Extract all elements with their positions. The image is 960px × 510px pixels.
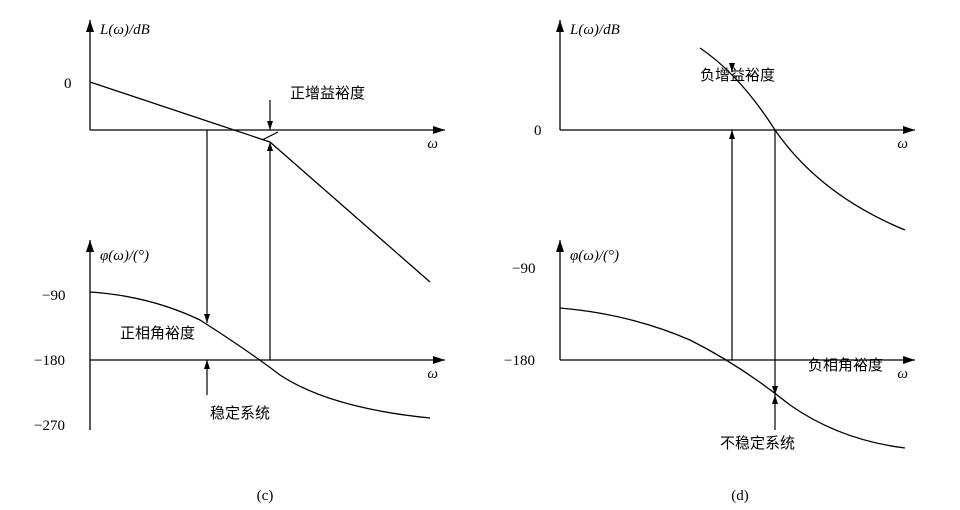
arrowhead xyxy=(772,395,778,404)
mag-tick: 0 xyxy=(64,76,72,92)
arrowhead xyxy=(729,130,735,139)
phase-tick: −180 xyxy=(34,353,65,369)
caption-c: (c) xyxy=(257,488,274,504)
phase-margin-label-c: 正相角裕度 xyxy=(120,325,195,342)
arrowhead xyxy=(556,20,564,32)
arrowhead xyxy=(903,356,915,364)
system-label-d: 不稳定系统 xyxy=(720,435,795,452)
system-label-c: 稳定系统 xyxy=(210,405,270,422)
phase-curve-c xyxy=(90,292,430,418)
phase-margin-label-d: 负相角裕度 xyxy=(808,357,883,374)
bode-diagram-pair: ω L(ω)/dB 0 正增益裕度 ω φ(ω)/(°) −90 −180 −270 正相角裕度稳… xyxy=(0,0,960,510)
caption-d: (d) xyxy=(731,488,749,504)
phase-tick: −270 xyxy=(34,418,65,434)
phase-d-x-label: ω xyxy=(897,366,908,382)
arrowhead xyxy=(433,356,445,364)
arrowhead xyxy=(86,240,94,252)
arrowhead xyxy=(903,126,915,134)
mag-tick: 0 xyxy=(534,123,542,139)
gain-margin-label-d: 负增益裕度 xyxy=(700,67,775,84)
arrowhead xyxy=(204,314,210,323)
mag-curve-c xyxy=(90,82,270,142)
phase-d-y-label: φ(ω)/(°) xyxy=(570,248,619,264)
mag-curve-c xyxy=(270,142,430,282)
mag-c-x-label: ω xyxy=(427,136,438,152)
phase-tick: −180 xyxy=(504,353,535,369)
phase-tick: −90 xyxy=(512,261,535,277)
arrowhead xyxy=(267,121,273,130)
mag-c-y-label: L(ω)/dB xyxy=(99,22,150,38)
phase-c-y-label: φ(ω)/(°) xyxy=(100,248,149,264)
mag-d-x-label: ω xyxy=(897,136,908,152)
arrowhead xyxy=(556,240,564,252)
gain-margin-label-c: 正增益裕度 xyxy=(290,85,365,102)
arrowhead xyxy=(204,360,210,369)
arrowhead xyxy=(86,20,94,32)
phase-tick: −90 xyxy=(42,288,65,304)
mag-d-y-label: L(ω)/dB xyxy=(569,22,620,38)
gm-cross xyxy=(262,132,278,140)
arrowhead xyxy=(772,386,778,395)
arrowhead xyxy=(433,126,445,134)
phase-c-x-label: ω xyxy=(427,366,438,382)
